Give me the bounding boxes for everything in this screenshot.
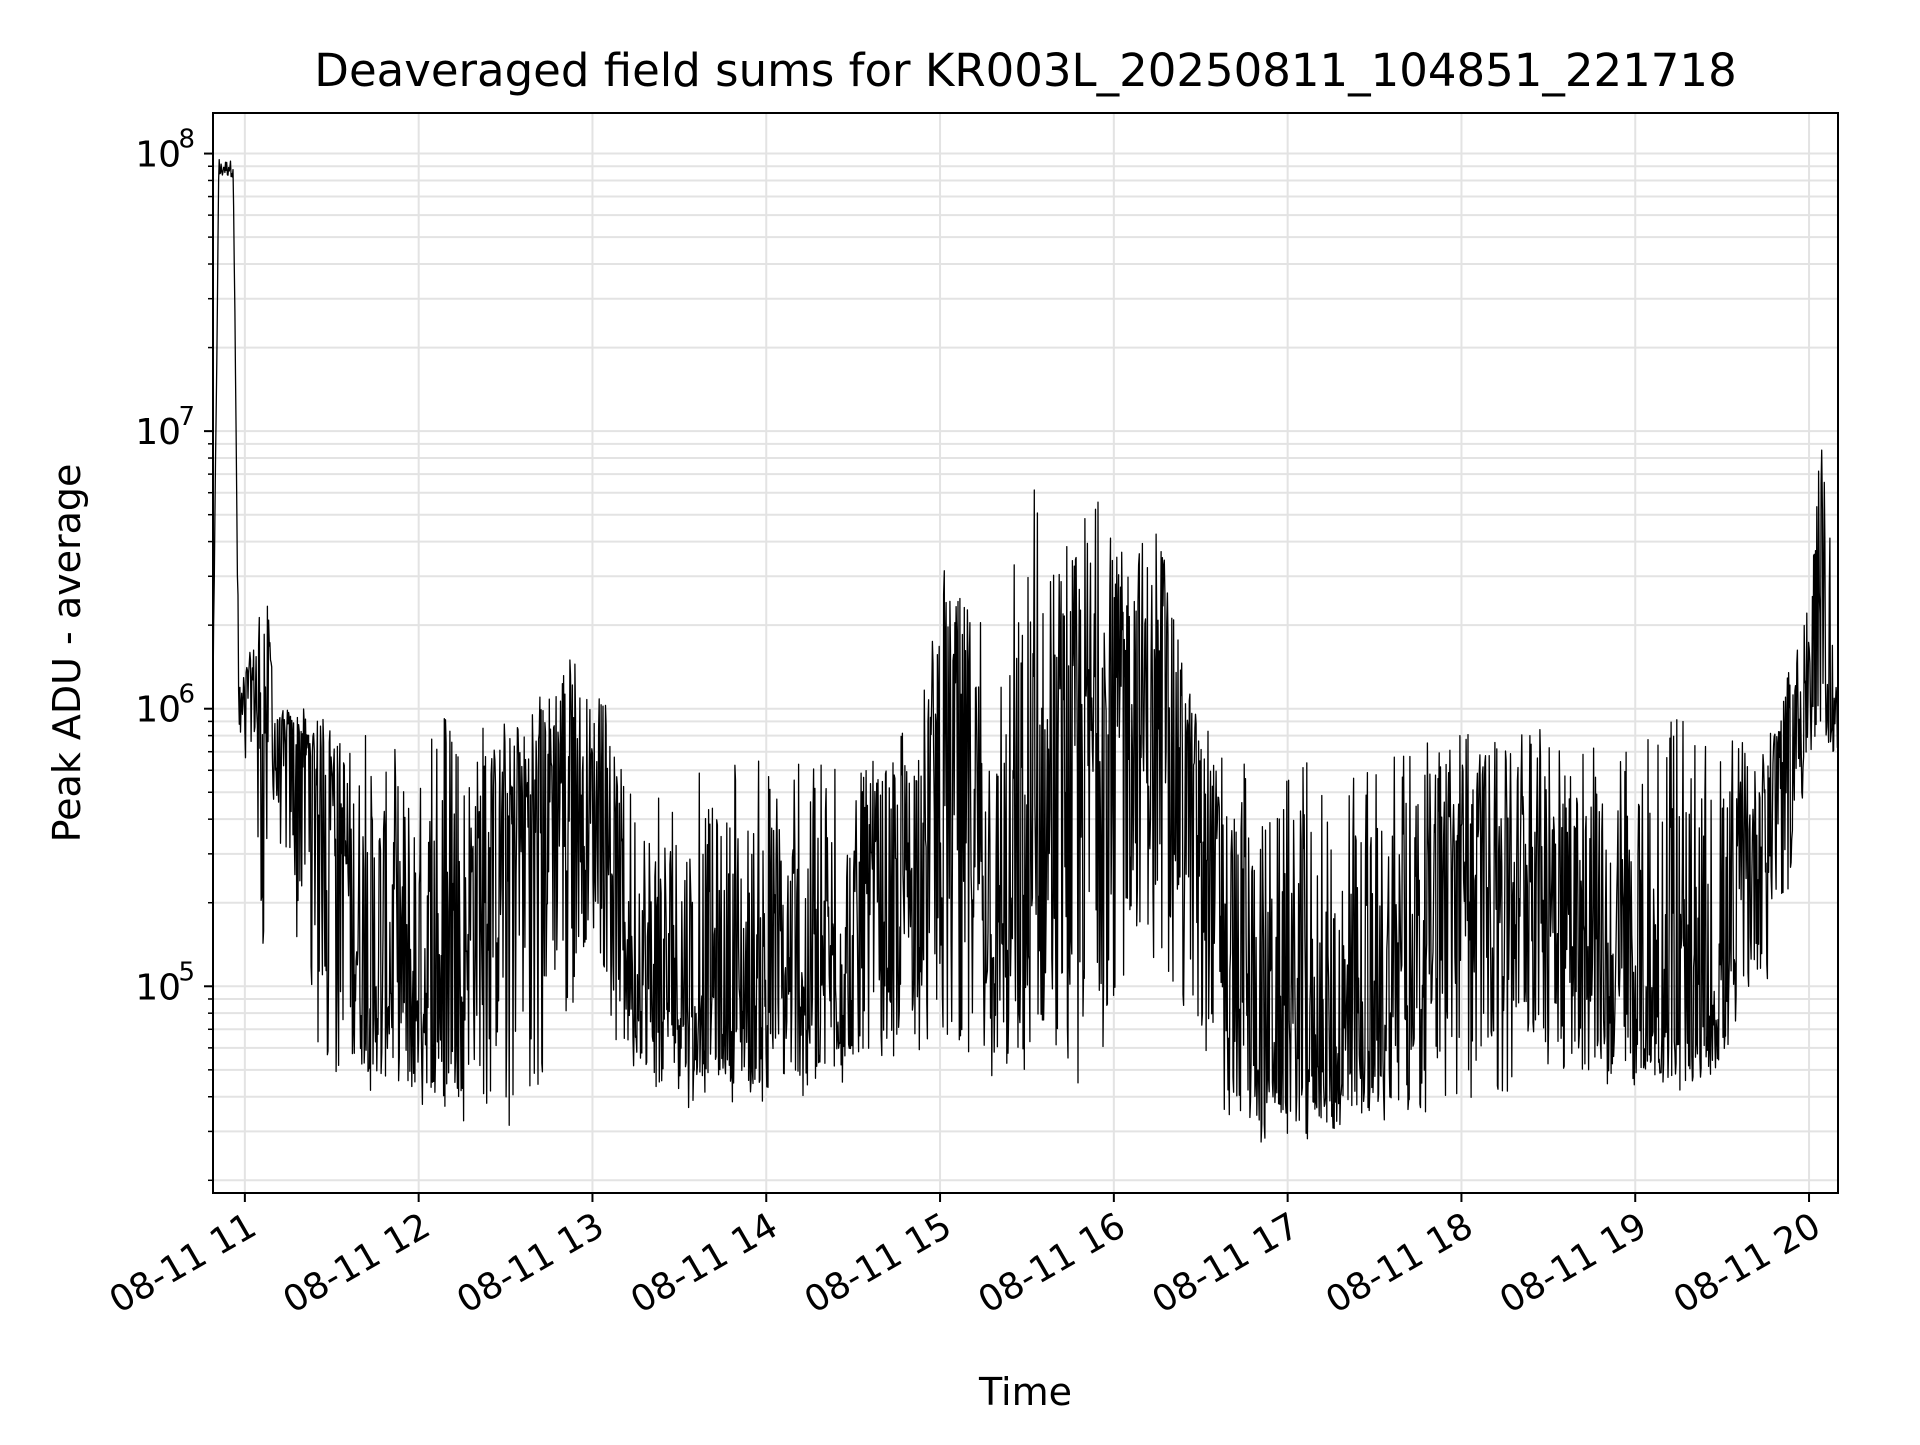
y-tick-exponent: 6: [178, 680, 195, 710]
y-tick-label: 10: [135, 690, 181, 731]
y-tick-exponent: 5: [178, 957, 195, 987]
chart-title: Deaveraged field sums for KR003L_2025081…: [314, 44, 1736, 97]
series-line: [212, 159, 1839, 1143]
plot-frame: [212, 112, 1839, 1194]
y-tick-label: 10: [135, 967, 181, 1008]
y-tick-exponent: 8: [178, 125, 195, 155]
series-layer: [212, 159, 1839, 1143]
y-tick-label: 10: [135, 412, 181, 453]
x-axis-label: Time: [978, 1370, 1072, 1414]
y-tick-exponent: 7: [178, 402, 195, 432]
y-tick-label: 10: [135, 135, 181, 176]
y-axis-label: Peak ADU - average: [45, 464, 89, 843]
